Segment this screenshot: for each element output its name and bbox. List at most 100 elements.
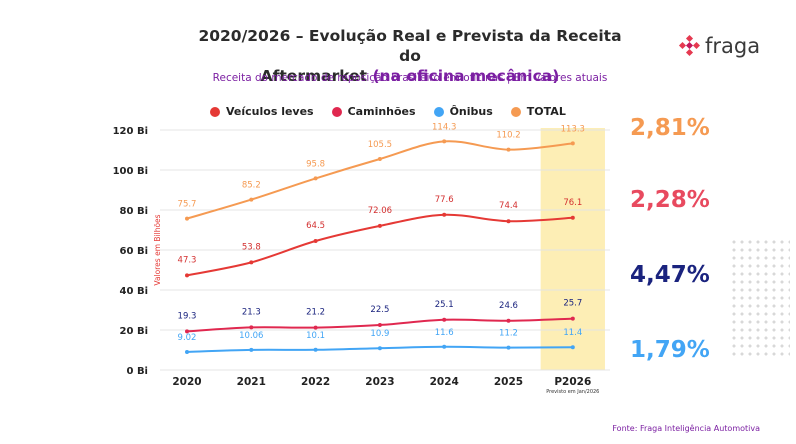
data-point xyxy=(570,215,575,220)
decorative-dot-grid xyxy=(730,238,790,358)
forecast-note: Previsto em Jan/2026 xyxy=(546,389,599,395)
data-point xyxy=(377,323,382,327)
y-tick-label: 40 Bi xyxy=(120,286,148,297)
data-label: 25.7 xyxy=(563,299,582,309)
growth-caminhoes: 4,47% xyxy=(630,262,710,288)
growth-total: 2,81% xyxy=(630,115,710,141)
data-label: 95.8 xyxy=(306,159,325,169)
data-point xyxy=(249,347,254,352)
x-tick-label: 2021 xyxy=(237,376,266,388)
growth-onibus: 1,79% xyxy=(630,337,710,363)
data-point xyxy=(313,239,318,243)
source-note: Fonte: Fraga Inteligência Automotiva xyxy=(612,424,760,433)
data-label: 10.9 xyxy=(370,329,389,339)
x-tick-label: 2020 xyxy=(172,376,201,388)
legend-item-total: TOTAL xyxy=(510,105,566,118)
data-point xyxy=(185,329,189,334)
data-point xyxy=(570,141,575,146)
data-label: 113.3 xyxy=(561,124,585,134)
data-label: 19.3 xyxy=(178,311,197,321)
y-tick-label: 120 Bi xyxy=(113,126,148,137)
fraga-logo: fraga xyxy=(678,34,760,58)
data-point xyxy=(377,157,382,161)
data-point xyxy=(249,197,254,202)
data-point xyxy=(313,325,318,330)
legend-label-onibus: Ônibus xyxy=(449,105,493,118)
title-line-1: 2020/2026 – Evolução Real e Prevista da … xyxy=(198,27,622,65)
data-label: 105.5 xyxy=(368,140,392,150)
data-label: 77.6 xyxy=(435,195,454,205)
data-point xyxy=(506,318,511,323)
x-tick-label: 2025 xyxy=(494,376,523,388)
chart-subtitle: Receita do mercado de reposição brasilei… xyxy=(212,72,608,84)
data-point xyxy=(570,316,575,321)
data-point xyxy=(313,347,318,352)
data-label: 11.4 xyxy=(563,328,582,338)
legend-label-leves: Veículos leves xyxy=(226,105,314,118)
legend-item-leves: Veículos leves xyxy=(210,105,314,118)
y-tick-label: 20 Bi xyxy=(120,326,148,337)
legend-dot-onibus xyxy=(433,106,444,117)
data-label: 53.8 xyxy=(242,242,261,252)
data-label: 114.3 xyxy=(432,122,456,132)
data-label: 47.3 xyxy=(178,255,197,265)
data-label: 75.7 xyxy=(178,200,197,210)
legend-label-total: TOTAL xyxy=(526,105,566,118)
data-point xyxy=(506,147,511,152)
data-point xyxy=(570,345,575,350)
data-label: 11.2 xyxy=(499,329,518,339)
data-label: 10.06 xyxy=(239,331,263,341)
data-point xyxy=(377,223,382,228)
data-label: 21.2 xyxy=(306,308,325,318)
data-label: 9.02 xyxy=(178,333,197,343)
logo-text: fraga xyxy=(705,34,761,58)
data-label: 21.3 xyxy=(242,307,261,317)
data-point xyxy=(442,139,447,144)
x-tick-label: 2022 xyxy=(301,376,330,388)
legend-label-caminhoes: Caminhões xyxy=(347,105,416,118)
data-point xyxy=(185,349,189,354)
chart-title: 2020/2026 – Evolução Real e Prevista da … xyxy=(190,26,630,86)
data-point xyxy=(185,273,189,278)
x-tick-label: 2024 xyxy=(430,376,459,388)
y-axis-label: Valores em Bilhões xyxy=(153,214,162,285)
y-tick-label: 100 Bi xyxy=(113,166,148,177)
legend-dot-caminhoes xyxy=(331,106,342,117)
data-point xyxy=(506,345,511,350)
title-line-2-a: Aftermarket xyxy=(260,67,373,85)
legend-item-caminhoes: Caminhões xyxy=(331,105,416,118)
chart-legend: Veículos leves Caminhões Ônibus TOTAL xyxy=(210,105,566,118)
data-point xyxy=(185,216,189,221)
x-tick-label: P2026 xyxy=(554,376,591,388)
data-label: 72.06 xyxy=(368,206,392,216)
data-label: 64.5 xyxy=(306,221,325,231)
y-tick-label: 0 Bi xyxy=(127,366,149,377)
data-point xyxy=(249,325,254,330)
data-label: 22.5 xyxy=(370,305,389,315)
title-highlight: (na oficina mecânica) xyxy=(372,67,560,85)
data-point xyxy=(442,344,447,349)
title-line-2: Aftermarket (na oficina mecânica) xyxy=(190,66,630,86)
data-label: 76.1 xyxy=(563,198,582,208)
legend-item-onibus: Ônibus xyxy=(433,105,493,118)
y-tick-label: 80 Bi xyxy=(120,206,148,217)
data-label: 10.1 xyxy=(306,331,325,341)
data-label: 11.6 xyxy=(435,328,454,338)
legend-dot-total xyxy=(510,106,521,117)
x-tick-label: 2023 xyxy=(365,376,394,388)
data-label: 85.2 xyxy=(242,181,261,191)
fraga-logo-icon xyxy=(678,35,700,57)
data-point xyxy=(313,176,318,181)
data-label: 74.4 xyxy=(499,201,518,211)
data-label: 110.2 xyxy=(496,131,520,141)
data-point xyxy=(442,212,447,217)
growth-veiculos-leves: 2,28% xyxy=(630,187,710,213)
legend-dot-leves xyxy=(210,106,220,117)
data-point xyxy=(506,219,511,224)
data-point xyxy=(249,260,254,265)
data-point xyxy=(377,346,382,351)
data-label: 24.6 xyxy=(499,301,518,311)
y-tick-label: 60 Bi xyxy=(120,246,148,257)
data-label: 25.1 xyxy=(435,300,454,310)
